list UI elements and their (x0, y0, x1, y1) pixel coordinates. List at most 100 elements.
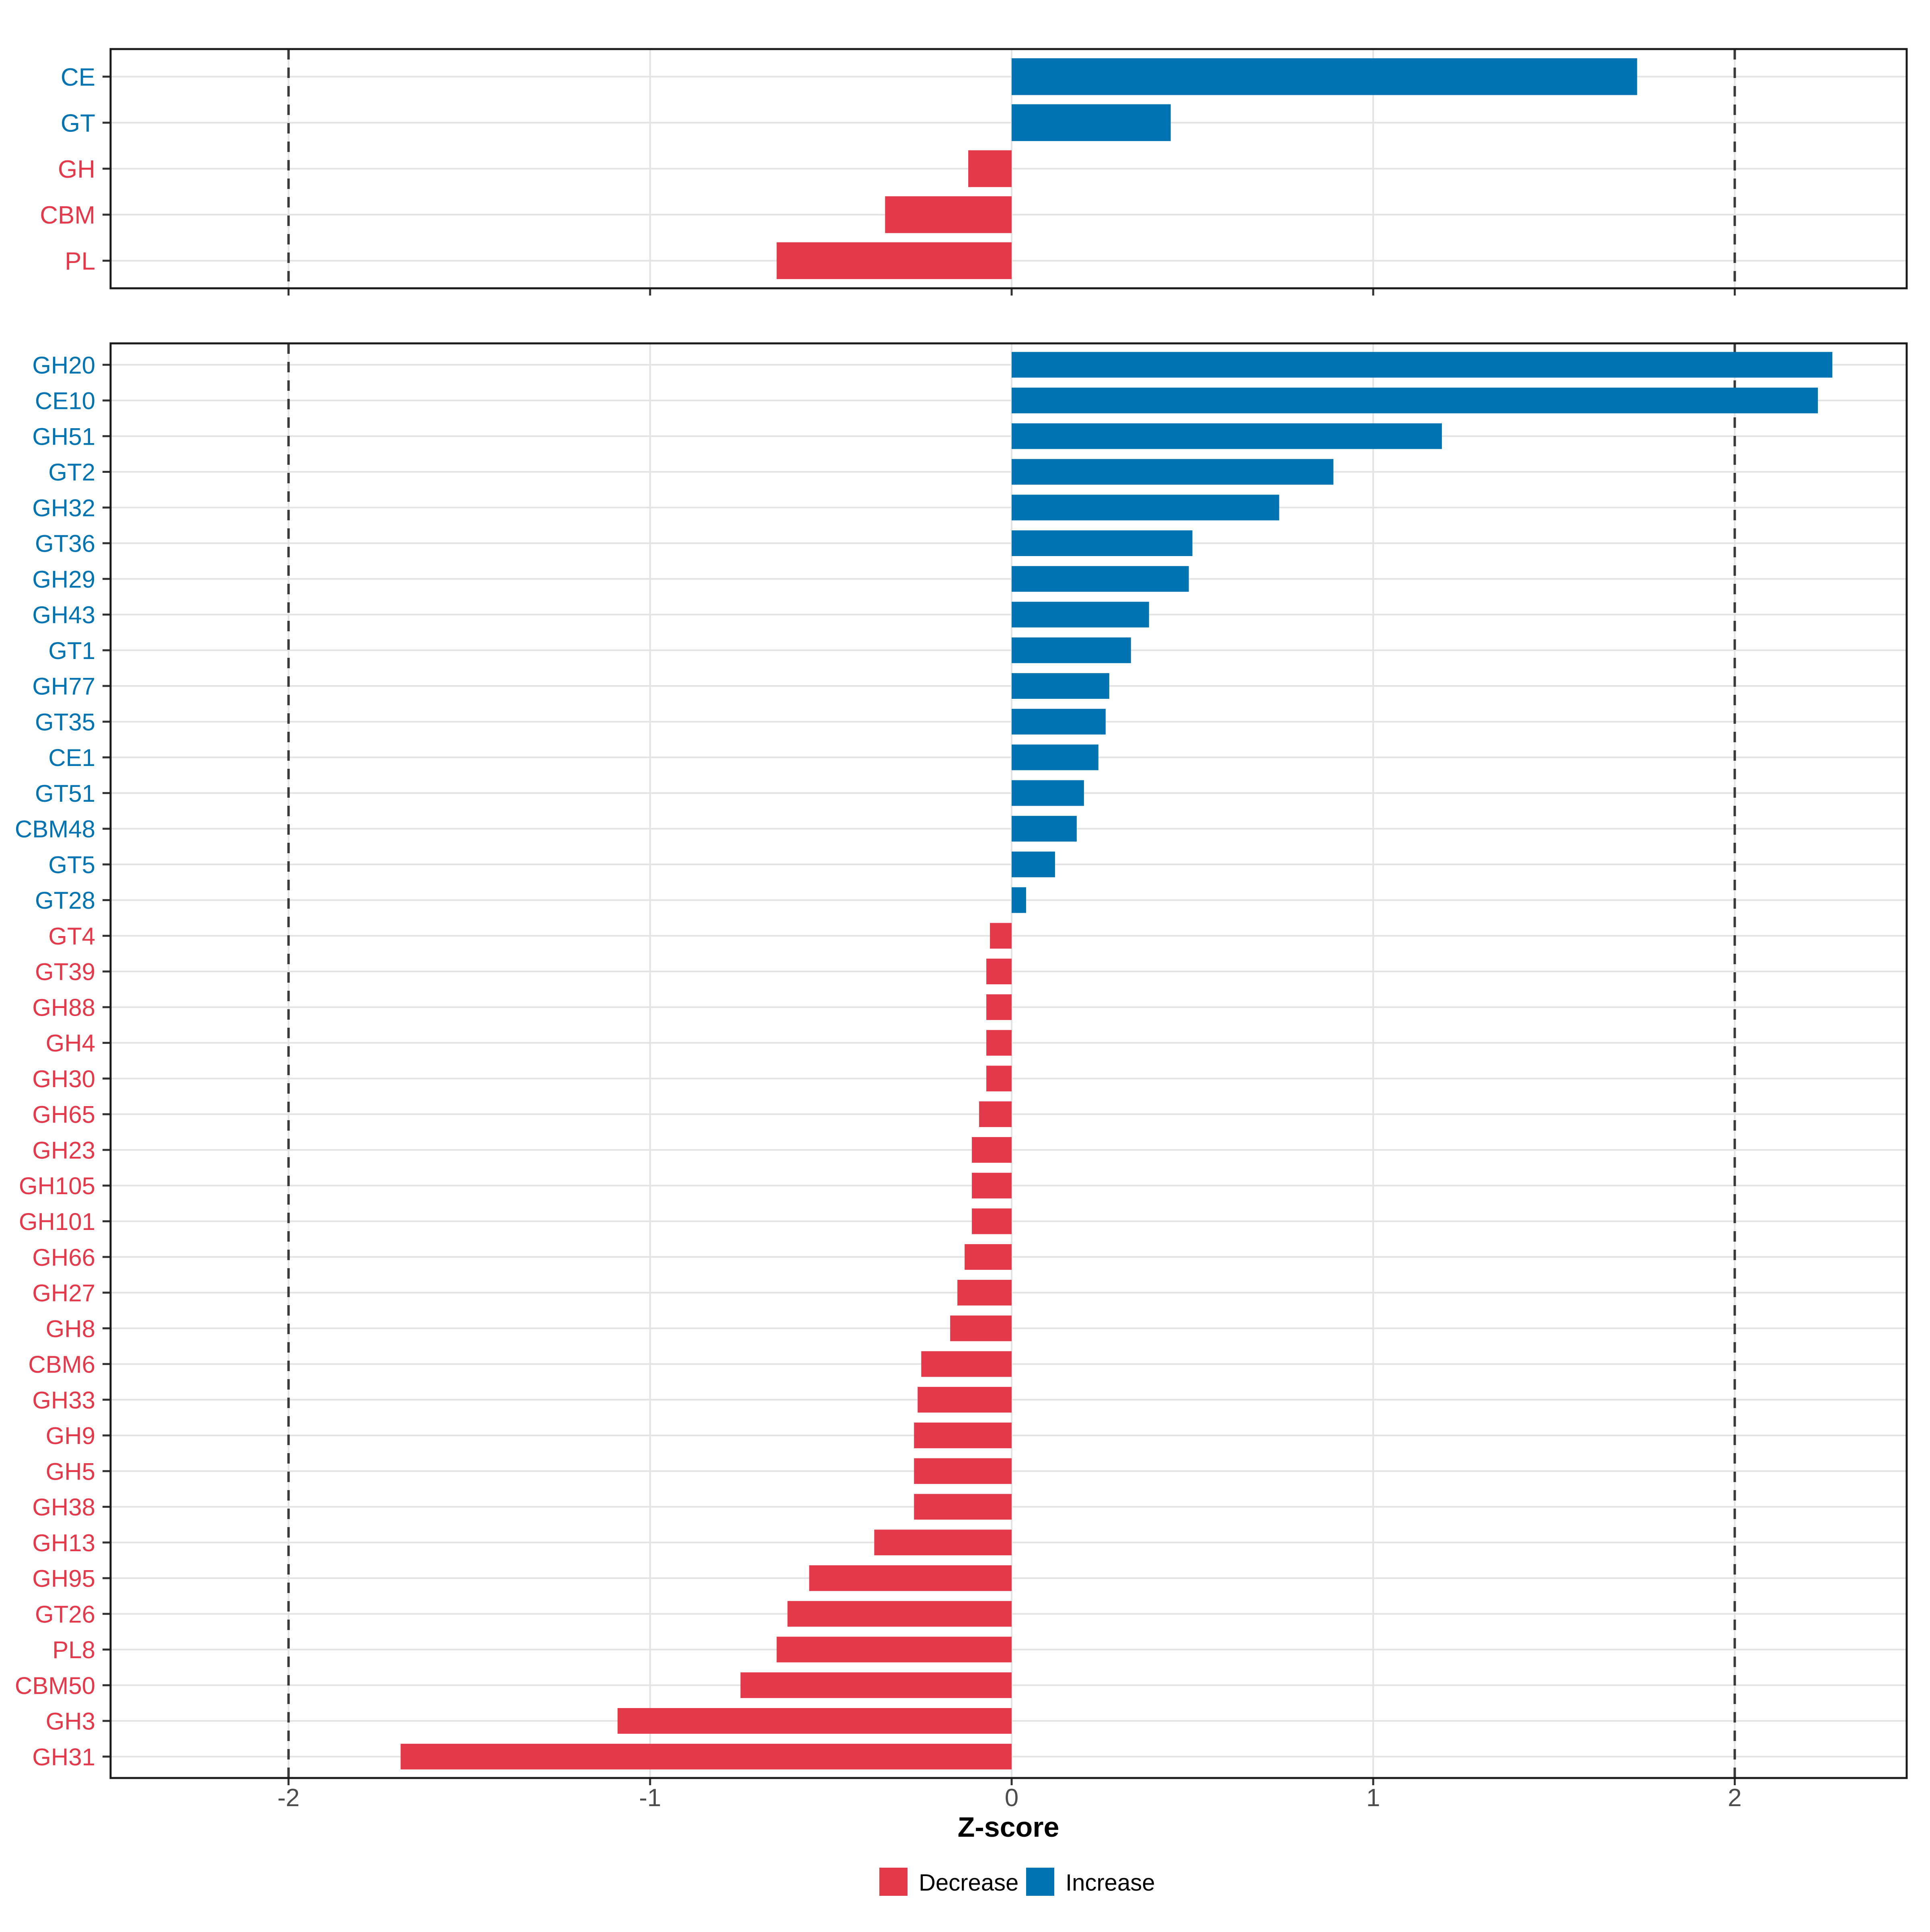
bar-GH95 (809, 1565, 1012, 1591)
category-label-GH43: GH43 (32, 602, 95, 628)
bar-GT28 (1012, 887, 1026, 913)
x-axis: -2 -1 0 1 2 (277, 1784, 1742, 1812)
category-label-GH77: GH77 (32, 673, 95, 700)
category-label-GH51: GH51 (32, 423, 95, 450)
bar-GT35 (1012, 708, 1106, 735)
x-axis-title: Z-score (958, 1811, 1059, 1843)
category-label-GH33: GH33 (32, 1387, 95, 1414)
category-label-GT36: GT36 (35, 530, 95, 557)
x-tick-label: -2 (277, 1784, 300, 1812)
category-label-GT39: GT39 (35, 959, 95, 986)
panel-top: CE GT GH CBM PL (40, 48, 1908, 296)
category-label-GH30: GH30 (32, 1066, 95, 1092)
bar-CBM (885, 196, 1012, 233)
bar-CE10 (1012, 388, 1818, 413)
bar-GH4 (986, 1030, 1012, 1056)
category-label-GH: GH (58, 156, 95, 183)
bar-GH32 (1012, 495, 1279, 521)
category-label-GT: GT (61, 109, 95, 137)
bar-GH43 (1012, 602, 1149, 628)
category-label-GH88: GH88 (32, 994, 95, 1021)
x-tick-label: 0 (1005, 1784, 1018, 1812)
category-label-GT5: GT5 (48, 851, 95, 878)
category-label-GH13: GH13 (32, 1530, 95, 1556)
bar-GT36 (1012, 530, 1193, 556)
category-label-GH105: GH105 (19, 1172, 95, 1199)
x-tick-label: -1 (639, 1784, 661, 1812)
category-label-CBM48: CBM48 (15, 816, 95, 843)
category-label-CE1: CE1 (48, 744, 95, 771)
bar-GH13 (874, 1530, 1012, 1556)
x-tick-label: 1 (1366, 1784, 1380, 1812)
category-label-GH38: GH38 (32, 1494, 95, 1521)
legend: Decrease Increase (879, 1868, 1155, 1896)
bar-GH (968, 150, 1012, 187)
panel-border (109, 342, 1908, 1779)
legend-label-increase: Increase (1066, 1870, 1155, 1896)
bar-GH29 (1012, 566, 1189, 592)
category-label-GT26: GT26 (35, 1601, 95, 1628)
legend-swatch-decrease (879, 1868, 908, 1896)
bar-GH38 (914, 1494, 1012, 1520)
category-label-GH4: GH4 (46, 1030, 95, 1057)
bar-GH65 (979, 1101, 1012, 1127)
bar-GH101 (972, 1208, 1012, 1234)
bar-PL (776, 242, 1012, 279)
x-tick-label: 2 (1728, 1784, 1741, 1812)
bar-GH66 (965, 1244, 1012, 1270)
category-label-GH66: GH66 (32, 1244, 95, 1271)
bar-GH105 (972, 1172, 1012, 1199)
bar-GH77 (1012, 673, 1109, 699)
bar-GT4 (990, 923, 1012, 949)
bar-GH27 (957, 1279, 1012, 1306)
bar-GT39 (986, 959, 1012, 985)
category-label-CBM50: CBM50 (15, 1672, 95, 1699)
bar-CE1 (1012, 744, 1098, 770)
bar-GH3 (617, 1708, 1012, 1734)
category-label-GH101: GH101 (19, 1208, 95, 1235)
category-label-CE10: CE10 (35, 388, 95, 415)
category-label-GH27: GH27 (32, 1280, 95, 1307)
category-label-CBM6: CBM6 (28, 1351, 95, 1378)
category-label-GT51: GT51 (35, 780, 95, 807)
bar-GT (1012, 104, 1171, 141)
bar-CBM48 (1012, 816, 1077, 842)
bar-GH51 (1012, 423, 1442, 449)
bar-CBM6 (921, 1351, 1012, 1377)
legend-label-decrease: Decrease (919, 1870, 1018, 1896)
bar-GT51 (1012, 780, 1084, 806)
category-label-GT1: GT1 (48, 637, 95, 664)
category-label-GH32: GH32 (32, 495, 95, 521)
bar-CBM50 (740, 1672, 1012, 1698)
category-label-GH3: GH3 (46, 1708, 95, 1735)
category-label-GT4: GT4 (48, 923, 95, 950)
category-label-GH31: GH31 (32, 1743, 95, 1770)
category-label-GH8: GH8 (46, 1315, 95, 1342)
bar-GH20 (1012, 352, 1833, 378)
category-label-GH95: GH95 (32, 1565, 95, 1592)
category-label-GT2: GT2 (48, 459, 95, 486)
category-label-GH9: GH9 (46, 1423, 95, 1450)
bar-GH31 (400, 1743, 1012, 1770)
legend-swatch-increase (1026, 1868, 1054, 1896)
bar-GT1 (1012, 637, 1131, 663)
category-label-GH29: GH29 (32, 566, 95, 593)
category-label-CE: CE (61, 64, 95, 91)
category-label-GH23: GH23 (32, 1137, 95, 1164)
bar-CE (1012, 58, 1637, 95)
category-label-GH5: GH5 (46, 1458, 95, 1485)
panel-bottom: GH20 CE10 GH51 GT2 GH32 GT36 GH29 GH43 GT1 GH77 GT… (15, 342, 1908, 1785)
category-label-PL: PL (65, 248, 95, 275)
bar-PL8 (776, 1636, 1012, 1663)
category-label-GT28: GT28 (35, 887, 95, 914)
category-label-CBM: CBM (40, 201, 95, 229)
category-label-GT35: GT35 (35, 708, 95, 735)
bar-GH23 (972, 1137, 1012, 1163)
bar-GT2 (1012, 459, 1334, 485)
category-label-GH65: GH65 (32, 1101, 95, 1128)
bar-GH5 (914, 1458, 1012, 1484)
bar-GT5 (1012, 851, 1055, 877)
category-label-PL8: PL8 (52, 1636, 95, 1663)
bar-GH88 (986, 994, 1012, 1020)
